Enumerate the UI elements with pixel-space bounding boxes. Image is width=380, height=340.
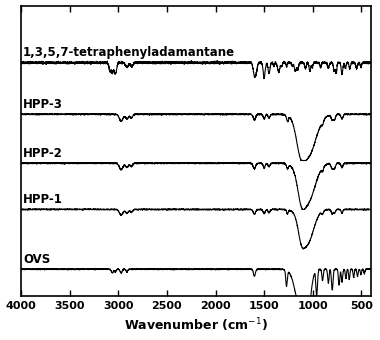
Text: 1,3,5,7-tetraphenyladamantane: 1,3,5,7-tetraphenyladamantane — [23, 46, 235, 59]
X-axis label: Wavenumber (cm$^{-1}$): Wavenumber (cm$^{-1}$) — [124, 317, 268, 335]
Text: OVS: OVS — [23, 253, 50, 266]
Text: HPP-2: HPP-2 — [23, 147, 63, 160]
Text: HPP-3: HPP-3 — [23, 98, 63, 111]
Text: HPP-1: HPP-1 — [23, 193, 63, 206]
